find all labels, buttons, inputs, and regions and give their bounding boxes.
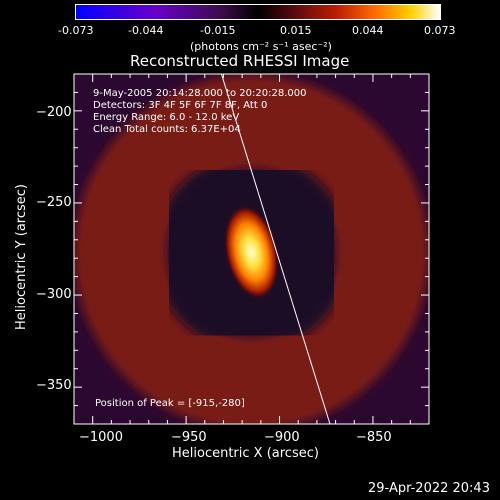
colorbar-tick: -0.073 [58,24,94,37]
y-tick-label: −200 [36,105,72,120]
y-tick-label: −350 [36,378,72,393]
annotation-counts: Clean Total counts: 6.37E+04 [93,124,241,135]
plot-frame [73,73,430,425]
colorbar-tick: -0.015 [200,24,236,37]
y-tick-label: −300 [36,287,72,302]
annotation-energy: Energy Range: 6.0 - 12.0 keV [93,112,240,123]
colorbar-tick: -0.044 [128,24,164,37]
footer-date: 29-Apr-2022 20:43 [368,481,490,496]
annotation-detectors: Detectors: 3F 4F 5F 6F 7F 8F, Att 0 [93,100,268,111]
x-tick-label: −1000 [79,430,123,445]
x-axis-label: Heliocentric X (arcsec) [172,446,319,461]
peak-source [224,205,279,300]
colorbar-tick: 0.015 [280,24,312,37]
solar-limb-line [220,74,331,424]
y-tick-label: −250 [36,195,72,210]
ring-inner-dark [153,154,350,351]
chart-title: Reconstructed RHESSI Image [130,52,350,70]
ring-emission [74,75,429,424]
x-tick-label: −850 [356,430,392,445]
colorbar-tick: 0.073 [424,24,456,37]
axis-ticks [74,74,429,424]
peak-label: Position of Peak = [-915,-280] [95,398,245,409]
y-axis-label: Heliocentric Y (arcsec) [14,184,29,330]
colorbar [75,4,441,20]
x-tick-label: −950 [171,430,207,445]
colorbar-unit: (photons cm⁻² s⁻¹ asec⁻²) [190,40,332,53]
x-tick-label: −900 [264,430,300,445]
colorbar-tick: 0.044 [352,24,384,37]
annotation-time: 9-May-2005 20:14:28.000 to 20:20:28.000 [93,88,307,99]
